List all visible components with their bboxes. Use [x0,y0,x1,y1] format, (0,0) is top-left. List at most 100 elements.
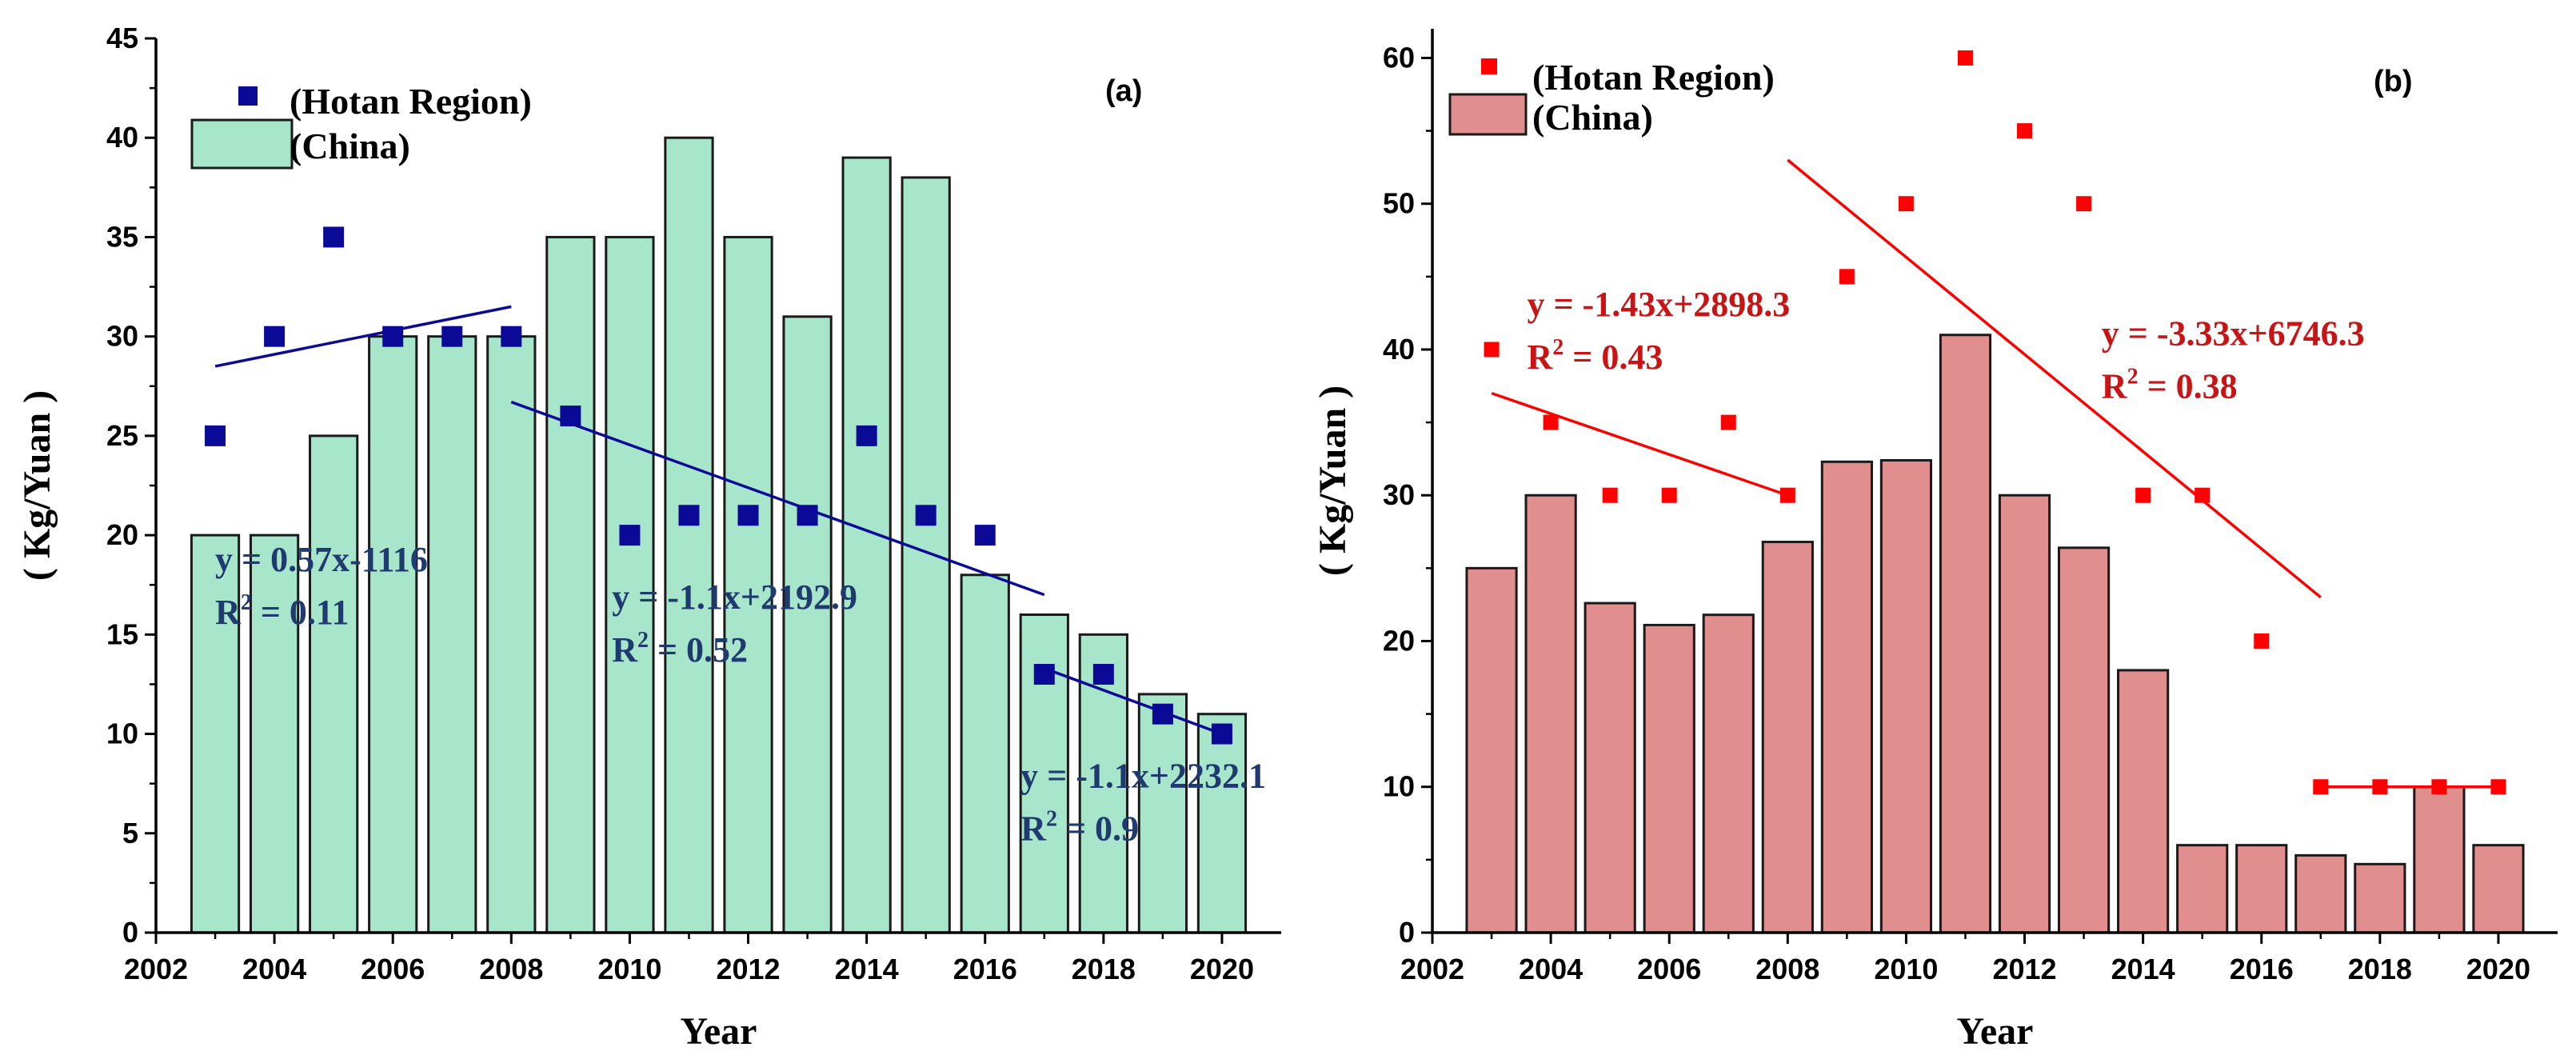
r-squared-symbol: R [2102,367,2128,406]
y-tick-label: 40 [106,121,138,154]
panel-b: 0 10 20 30 40 50 60 2002 2004 2006 2008 2010 2012 201… [1312,29,2558,1053]
trend-lines [1491,158,2498,789]
bar-2019 [1137,693,1188,934]
bar-2011 [664,136,714,934]
equation-2: y = -3.33x+6746.3 [2102,314,2365,354]
legend-label-bar: (China) [290,126,410,166]
bar-2010 [1879,458,1933,934]
y-tick-label: 60 [1383,41,1415,74]
point-2013 [2076,196,2092,212]
bar-2013 [2057,546,2111,934]
x-tick-label: 2020 [2466,953,2530,985]
trend-line-1 [214,305,512,368]
r-squared-superscript: 2 [241,590,252,615]
r-squared-1: R2 = 0.43 [1527,335,1663,377]
y-ticks: 0 10 20 30 40 50 60 [1383,41,1432,949]
bar-2003 [1465,566,1518,934]
x-tick-label: 2002 [124,953,188,985]
x-axis-title: Year [1957,1010,2034,1053]
legend-label-scatter: (Hotan Region) [290,81,532,122]
point-2016 [2254,633,2270,649]
bar-2012 [723,235,773,934]
bar-2016 [2235,844,2288,934]
bar-2016 [960,573,1010,934]
x-tick-label: 2010 [597,953,661,985]
x-axis-title: Year [681,1010,757,1053]
point-2013 [797,505,818,526]
x-tick-label: 2006 [361,953,425,985]
y-tick-label: 20 [106,518,138,551]
point-2005 [1602,487,1618,503]
y-tick-label: 0 [1399,916,1415,949]
bar-2004 [249,533,300,934]
bar-2017 [2294,853,2347,934]
bar-2020 [1196,713,1248,934]
bar-2007 [427,335,477,934]
r-squared-value: = 0.38 [2139,367,2238,406]
r-squared-superscript: 2 [1552,335,1564,360]
x-tick-label: 2014 [2111,953,2175,985]
point-2003 [205,425,226,446]
point-2017 [1033,664,1055,685]
point-2004 [1543,414,1559,430]
point-2006 [382,326,404,347]
trend-line-2 [1787,158,2322,599]
y-tick-label: 10 [1383,770,1415,803]
bar-2005 [309,434,359,934]
y-axis-title: ( Kg/Yuan ) [16,390,58,581]
legend: (Hotan Region)(China) [1448,57,1775,138]
y-tick-label: 20 [1383,624,1415,657]
bar-2014 [2117,669,2170,934]
point-2006 [1661,487,1677,503]
r-squared-superscript: 2 [2127,365,2139,390]
r-squared-value: = 0.52 [649,630,748,669]
point-2010 [619,525,641,546]
point-2004 [264,326,286,347]
annotations: y = -1.43x+2898.3R2 = 0.43y = -3.33x+674… [1527,285,2364,406]
point-2020 [1211,723,1232,745]
r-squared-symbol: R [215,593,242,632]
legend: (Hotan Region)(China) [190,81,532,170]
legend-label-scatter: (Hotan Region) [1532,57,1775,98]
y-tick-label: 45 [106,22,138,54]
bar-2018 [2354,862,2406,934]
r-squared-2: R2 = 0.52 [612,628,748,669]
x-tick-label: 2014 [835,953,899,985]
point-2020 [2490,779,2506,795]
point-2003 [1484,342,1500,358]
legend-label-bar: (China) [1532,97,1653,138]
point-2017 [2313,779,2329,795]
x-tick-label: 2016 [2230,953,2294,985]
bar-2003 [190,533,241,934]
r-squared-value: = 0.43 [1564,338,1663,377]
point-2019 [2431,779,2447,795]
y-tick-label: 0 [122,916,138,949]
x-tick-label: 2020 [1190,953,1254,985]
y-tick-label: 30 [106,320,138,353]
point-2008 [1779,487,1795,503]
bar-2015 [901,176,951,934]
bar-2014 [841,156,892,934]
x-tick-label: 2012 [716,953,780,985]
point-2016 [974,525,996,546]
y-ticks: 0 5 10 15 20 25 30 35 40 45 [106,22,156,949]
bar-2004 [1524,494,1577,934]
x-tick-label: 2012 [1992,953,2056,985]
r-squared-value: = 0.11 [252,593,349,632]
trend-line-3 [1044,666,1223,736]
x-tick-label: 2008 [1755,953,1819,985]
trend-lines [214,305,1223,736]
bar-2006 [368,335,418,934]
scatter-series [1484,50,2506,795]
y-tick-label: 50 [1383,187,1415,220]
bar-2010 [605,235,655,934]
r-squared-1: R2 = 0.11 [215,590,349,632]
equation-1: y = -1.43x+2898.3 [1527,285,1790,324]
legend-marker-scatter [1481,58,1497,74]
point-2018 [1092,664,1114,685]
y-tick-label: 15 [106,617,138,650]
x-tick-label: 2006 [1637,953,1701,985]
